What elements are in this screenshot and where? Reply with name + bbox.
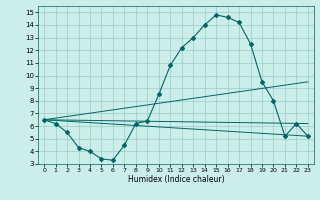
X-axis label: Humidex (Indice chaleur): Humidex (Indice chaleur) [128,175,224,184]
